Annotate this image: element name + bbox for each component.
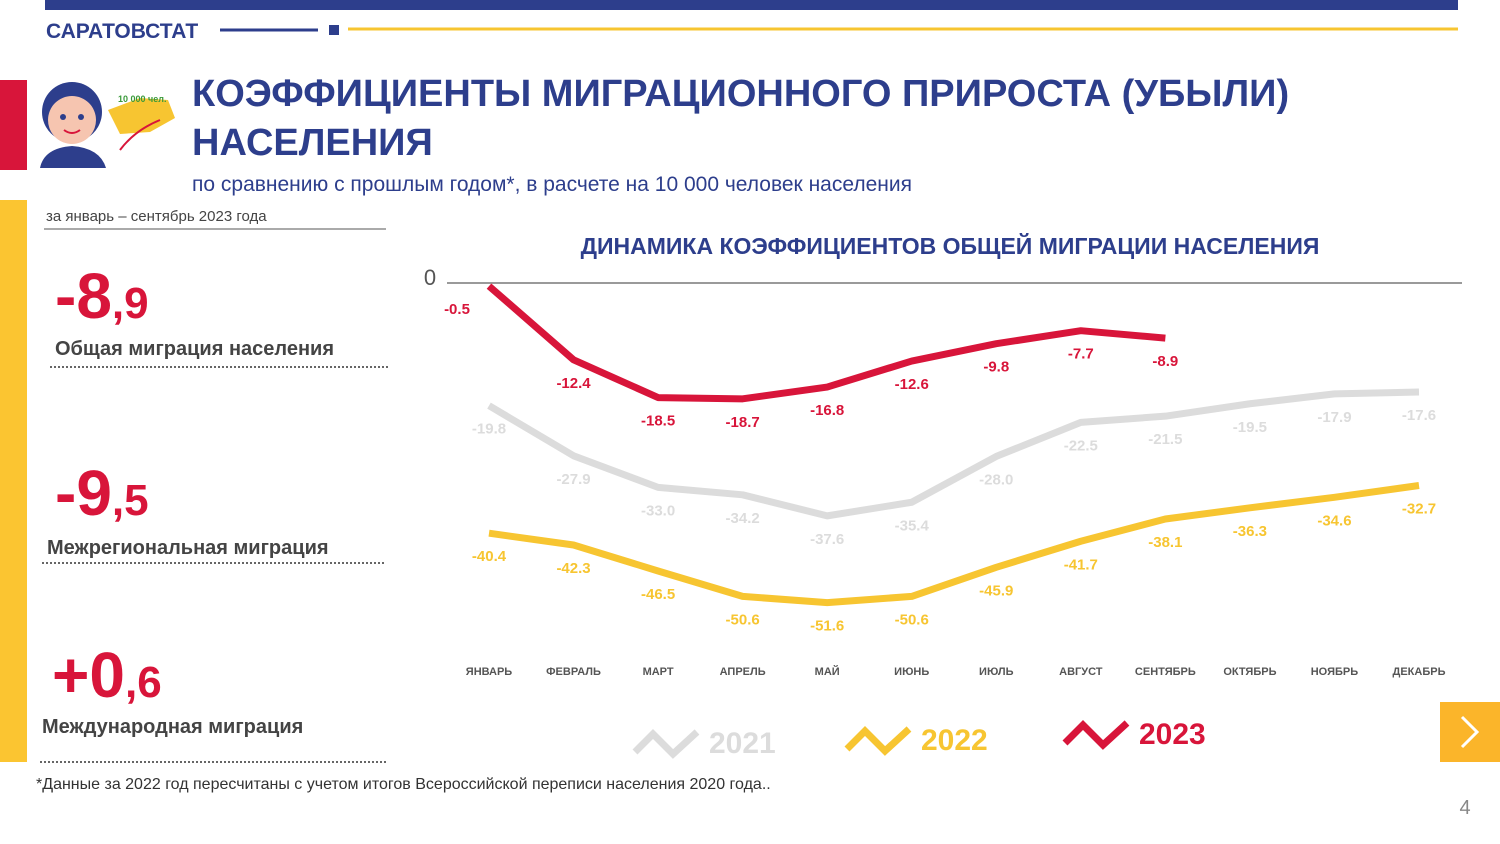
integer: -8	[55, 260, 112, 332]
x-tick-label: ОКТЯБРЬ	[1223, 666, 1276, 678]
y-tick-label: 0	[424, 265, 436, 290]
next-button[interactable]	[1440, 702, 1500, 762]
data-label: -28.0	[979, 471, 1013, 488]
series-line	[488, 482, 1420, 607]
next-button-bg[interactable]	[1440, 702, 1500, 762]
legend-icon	[1062, 720, 1130, 750]
fraction: ,6	[125, 658, 162, 707]
summary-label: Общая миграция населения	[55, 338, 334, 360]
data-label: -8.9	[1152, 353, 1178, 370]
series-line	[487, 388, 1420, 520]
fraction: ,9	[112, 279, 149, 328]
chevron	[1460, 715, 1480, 749]
footnote: *Данные за 2022 год пересчитаны с учетом…	[36, 776, 771, 793]
data-label: -21.5	[1148, 431, 1182, 448]
data-label: -22.5	[1064, 437, 1098, 454]
icon-text: 10 000 чел.	[118, 94, 166, 104]
data-label: -32.7	[1402, 501, 1436, 518]
title: НАСЕЛЕНИЯ	[192, 122, 433, 164]
data-label: -0.5	[444, 301, 470, 318]
integer: -9	[55, 457, 112, 529]
series-line	[486, 283, 1166, 403]
x-tick-label: АВГУСТ	[1059, 666, 1103, 678]
legend-icon	[844, 726, 912, 756]
data-label: -41.7	[1064, 556, 1098, 573]
x-tick-label: ИЮНЬ	[894, 666, 929, 678]
summary-value: +0,6	[52, 639, 162, 711]
data-label: -50.6	[726, 611, 760, 628]
summary: -8,9 Общая миграция населения -9,5 Межре…	[40, 260, 390, 763]
legend-label: 2022	[921, 724, 988, 757]
x-tick-label: СЕНТЯБРЬ	[1135, 666, 1196, 678]
data-label: -51.6	[810, 618, 844, 635]
x-tick-label: АПРЕЛЬ	[720, 666, 766, 678]
title: КОЭФФИЦИЕНТЫ МИГРАЦИОННОГО ПРИРОСТА (УБЫ…	[192, 73, 1289, 115]
x-tick-label: МАЙ	[815, 665, 840, 678]
data-label: -50.6	[895, 611, 929, 628]
data-label: -34.6	[1317, 512, 1351, 529]
legend-label: 2023	[1139, 718, 1206, 751]
data-label: -45.9	[979, 582, 1013, 599]
legend-icon	[632, 729, 700, 759]
data-label: -18.7	[726, 414, 760, 431]
data-label: -17.9	[1317, 409, 1351, 426]
data-label: -33.0	[641, 502, 675, 519]
data-label: -19.5	[1233, 419, 1267, 436]
data-label: -12.4	[556, 375, 591, 392]
data-label: -35.4	[895, 517, 930, 534]
data-label: -42.3	[556, 560, 590, 577]
data-label: -16.8	[810, 402, 844, 419]
page-number: 4	[1459, 797, 1470, 819]
fraction: ,5	[112, 476, 149, 525]
accent-bar	[0, 200, 27, 762]
summary-value: -9,5	[55, 457, 149, 529]
subtitle: по сравнению с прошлым годом*, в расчете…	[192, 173, 912, 196]
x-tick-label: МАРТ	[643, 666, 674, 678]
chart-title: ДИНАМИКА КОЭФФИЦИЕНТОВ ОБЩЕЙ МИГРАЦИИ НА…	[581, 232, 1320, 259]
data-label: -18.5	[641, 413, 675, 430]
data-label: -36.3	[1233, 523, 1267, 540]
icon: 10 000 чел.	[40, 82, 175, 168]
integer: +0	[52, 639, 125, 711]
x-tick-label: ЯНВАРЬ	[466, 666, 513, 678]
data-label: -12.6	[895, 376, 929, 393]
rule-square	[329, 25, 339, 35]
x-tick-label: НОЯБРЬ	[1311, 666, 1359, 678]
x-tick-label: ИЮЛЬ	[979, 666, 1014, 678]
accent-bar	[0, 80, 27, 170]
top-bar	[45, 0, 1458, 10]
data-label: -40.4	[472, 548, 507, 565]
data-label: -27.9	[556, 471, 590, 488]
summary-label: Межрегиональная миграция	[47, 537, 329, 559]
data-label: -38.1	[1148, 534, 1182, 551]
summary-value: -8,9	[55, 260, 149, 332]
legend-label: 2021	[709, 727, 776, 760]
data-label: -46.5	[641, 586, 675, 603]
data-label: -9.8	[983, 359, 1009, 376]
legend: 2021 2022 2023	[632, 718, 1206, 760]
data-label: -19.8	[472, 421, 506, 438]
x-tick-label: ФЕВРАЛЬ	[546, 666, 601, 678]
data-label: -37.6	[810, 531, 844, 548]
summary-label: Международная миграция	[42, 716, 303, 738]
x-tick-label: ДЕКАБРЬ	[1393, 666, 1446, 678]
plot: 0 ЯНВАРЬ ФЕВРАЛЬ МАРТ АПРЕЛЬ МАЙ ИЮНЬ ИЮЛЬ АВГУС…	[424, 265, 1462, 678]
data-label: -17.6	[1402, 407, 1436, 424]
brand: САРАТОВСТАТ	[46, 20, 198, 43]
period: за январь – сентябрь 2023 года	[46, 208, 267, 225]
data-label: -7.7	[1068, 346, 1094, 363]
data-label: -34.2	[726, 510, 760, 527]
